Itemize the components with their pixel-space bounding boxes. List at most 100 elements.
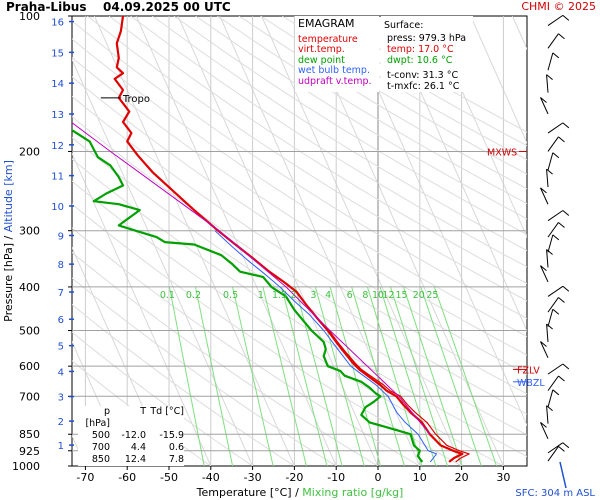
- altitude-tick-label: 13: [51, 110, 64, 121]
- dry-adiabat: [72, 95, 527, 395]
- wind-barb: [540, 97, 549, 115]
- pressure-table-cell: 850: [91, 454, 110, 465]
- skew-grid-line: [261, 16, 463, 466]
- y-axis-title: Pressure [hPa] / Altitude [km]: [2, 160, 15, 322]
- mixing-ratio-label: 0.2: [186, 290, 201, 301]
- wind-barb-flag: [562, 210, 570, 216]
- pressure-table-row: 850 12.4 7.8: [78, 454, 184, 466]
- pressure-table-cell: 500: [91, 430, 110, 441]
- x-tick-label: -50: [160, 471, 178, 484]
- wind-barb-flag: [558, 446, 565, 452]
- wind-barb-flag: [546, 323, 553, 330]
- wind-barb-flag: [552, 308, 560, 315]
- wind-barbs: [540, 14, 570, 462]
- wind-barb-flag: [546, 168, 553, 175]
- pressure-tick-label: 100: [19, 10, 40, 23]
- pressure-table-cell: -15.9: [159, 430, 184, 441]
- credit-label: CHMI © 2025: [521, 0, 596, 13]
- wind-barb: [546, 405, 549, 424]
- wind-barb-flag: [540, 265, 547, 271]
- mixing-ratio-line: [232, 286, 274, 466]
- mixing-ratio-line: [366, 286, 423, 466]
- altitude-tick-label: 12: [51, 141, 64, 152]
- skew-grid-line: [470, 16, 527, 145]
- pressure-tick-label: 850: [19, 428, 40, 441]
- altitude-tick-label: 3: [58, 393, 64, 404]
- wind-barb-flag: [552, 234, 560, 241]
- wind-barb: [547, 375, 559, 391]
- x-axis-title-separator: /: [292, 486, 303, 499]
- skew-grid-line: [177, 16, 379, 466]
- altitude-tick-label: 10: [51, 202, 64, 213]
- x-tick-label: -10: [327, 471, 345, 484]
- mixing-ratio-label: 15: [395, 290, 407, 301]
- legend-item-updraft: udpraft v.temp.: [298, 75, 372, 87]
- altitude-tick-label: 9: [58, 231, 64, 242]
- x-tick-label: -70: [76, 471, 94, 484]
- surface-t-conv: t-conv: 31.3 °C: [387, 70, 459, 81]
- dry-adiabat: [72, 20, 527, 319]
- wind-barb: [547, 33, 559, 49]
- wind-barb: [546, 249, 549, 268]
- pressure-table-header-td: Td [°C]: [150, 406, 184, 417]
- pressure-table-cell: 700: [91, 442, 110, 453]
- dry-adiabat: [87, 16, 527, 302]
- tropopause-label: Tropo: [122, 94, 150, 105]
- mixing-ratio-line: [420, 286, 482, 466]
- profile-series: [72, 16, 470, 463]
- mixing-ratio-line: [281, 286, 328, 466]
- pressure-tick-label: 1000: [12, 460, 40, 473]
- pressure-table-header: p [hPa] T Td [°C]: [78, 406, 184, 430]
- wind-barb: [547, 297, 559, 313]
- series-udpraft-v-temp-: [72, 122, 431, 435]
- mixing-ratio-line: [329, 286, 382, 466]
- wind-barb-flag: [558, 33, 565, 40]
- pressure-table-cell: 4.4: [130, 442, 146, 453]
- x-tick-label: 20: [455, 471, 469, 484]
- x-tick-label: -20: [285, 471, 303, 484]
- mixing-ratio-label: 4: [325, 290, 331, 301]
- x-tick-label: -30: [244, 471, 262, 484]
- mixing-ratio-label: 1: [258, 290, 264, 301]
- mixing-ratio-label: 0.5: [223, 290, 238, 301]
- wind-barb: [547, 14, 564, 26]
- surface-temperature: temp: 17.0 °C: [387, 44, 454, 55]
- series-temperature: [113, 16, 464, 463]
- series-virt-temp-: [328, 330, 470, 463]
- wind-barb-flag: [558, 136, 565, 143]
- wind-barb: [540, 265, 549, 283]
- station-name: Praha-Libus: [6, 0, 87, 14]
- level-label: MXWS: [487, 147, 517, 158]
- legend-title: EMAGRAM: [298, 17, 355, 30]
- x-axis-title: Temperature [°C] / Mixing ratio [g/kg]: [196, 486, 404, 499]
- dry-adiabat: [108, 16, 527, 285]
- wind-barb-flag: [562, 363, 570, 370]
- y-axis-title-pressure: Pressure [hPa]: [2, 243, 15, 322]
- wind-barb-flag: [562, 285, 570, 292]
- altitude-tick-label: 15: [51, 48, 64, 59]
- wind-barb-flag: [540, 187, 547, 194]
- wind-barb-flag: [558, 222, 565, 228]
- mixing-ratio-line: [194, 286, 234, 466]
- legend-item-dew-point: dew point: [298, 54, 345, 66]
- mixing-ratio-label: 12: [382, 290, 394, 301]
- wind-barb: [547, 52, 554, 71]
- pressure-table: p [hPa] T Td [°C] 500 -12.0 -15.9 700 4.…: [78, 406, 184, 466]
- wind-barb-flag: [562, 14, 570, 21]
- pressure-table-cell: 0.6: [168, 442, 184, 453]
- pressure-table-header-p: p [hPa]: [85, 406, 110, 429]
- pressure-table-cell: 12.4: [124, 454, 146, 465]
- wind-barb-flag: [562, 122, 570, 129]
- wind-barb-flag: [546, 405, 553, 412]
- altitude-tick-label: 16: [51, 18, 64, 29]
- altitude-tick-label: 14: [51, 79, 64, 90]
- surface-info: Surface: press: 979.3 hPa temp: 17.0 °C …: [381, 16, 473, 92]
- level-label: WBZL: [517, 378, 545, 389]
- skew-grid-line: [72, 152, 212, 466]
- mixing-ratio-label: 6: [347, 290, 353, 301]
- surface-title: Surface:: [384, 20, 424, 31]
- pressure-tick-label: 400: [19, 281, 40, 294]
- wind-barb-flag: [558, 297, 565, 303]
- y-axis-title-separator: /: [2, 232, 15, 243]
